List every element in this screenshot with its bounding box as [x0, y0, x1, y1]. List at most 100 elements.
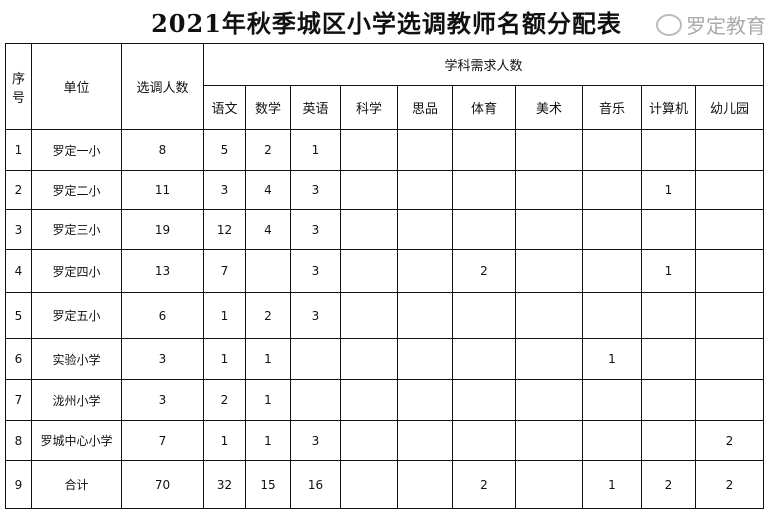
header-seq: 序号: [5, 43, 32, 130]
subject-cell: 12: [203, 209, 246, 250]
header-subject: 科学: [340, 85, 398, 130]
header-subject-group: 学科需求人数: [203, 43, 764, 86]
subject-cell: 2: [695, 420, 764, 461]
subject-cell: [290, 338, 341, 380]
subject-cell: [582, 129, 642, 171]
subject-cell: [641, 292, 696, 339]
table-row: 7 泷州小学 3 2 1: [5, 379, 764, 421]
row-count: 7: [121, 420, 204, 461]
subject-cell: [582, 209, 642, 250]
watermark: 罗定教育: [656, 10, 766, 39]
header-subject: 数学: [245, 85, 291, 130]
row-count: 11: [121, 170, 204, 210]
subject-cell: [397, 249, 453, 293]
subject-cell: 2: [452, 460, 516, 509]
subject-cell: [340, 249, 398, 293]
subject-cell: 1: [245, 420, 291, 461]
subject-cell: 1: [582, 338, 642, 380]
subject-cell: [515, 338, 583, 380]
subject-cell: 7: [203, 249, 246, 293]
table-row: 5 罗定五小 6 1 2 3: [5, 292, 764, 339]
row-seq: 6: [5, 338, 32, 380]
subject-cell: [641, 338, 696, 380]
page-title: 2021年秋季城区小学选调教师名额分配表: [151, 9, 622, 38]
subject-cell: [452, 209, 516, 250]
subject-cell: [582, 379, 642, 421]
subject-cell: 4: [245, 170, 291, 210]
row-count: 8: [121, 129, 204, 171]
subject-cell: [515, 170, 583, 210]
row-unit: 泷州小学: [31, 379, 122, 421]
subject-cell: [515, 249, 583, 293]
subject-cell: [695, 209, 764, 250]
subject-cell: 1: [290, 129, 341, 171]
header-subject: 幼儿园: [695, 85, 764, 130]
subject-cell: 3: [290, 292, 341, 339]
row-count: 3: [121, 338, 204, 380]
row-seq: 7: [5, 379, 32, 421]
subject-cell: [582, 420, 642, 461]
header-subject: 体育: [452, 85, 516, 130]
subject-cell: 1: [203, 420, 246, 461]
subject-cell: [641, 209, 696, 250]
subject-cell: [452, 420, 516, 461]
subject-cell: [695, 292, 764, 339]
table-row: 3 罗定三小 19 12 4 3: [5, 209, 764, 250]
row-count: 19: [121, 209, 204, 250]
row-unit: 罗定二小: [31, 170, 122, 210]
table-row: 4 罗定四小 13 7 3 2 1: [5, 249, 764, 293]
header-subject: 语文: [203, 85, 246, 130]
row-unit: 罗定五小: [31, 292, 122, 339]
subject-cell: 2: [203, 379, 246, 421]
header-unit: 单位: [31, 43, 122, 130]
table-row: 9 合计 70 32 15 16 2 1 2 2: [5, 460, 764, 509]
subject-cell: [397, 420, 453, 461]
subject-cell: [397, 170, 453, 210]
subject-cell: [641, 420, 696, 461]
row-seq: 2: [5, 170, 32, 210]
subject-cell: [397, 338, 453, 380]
row-count: 70: [121, 460, 204, 509]
subject-cell: 1: [641, 170, 696, 210]
subject-cell: [340, 379, 398, 421]
table-row: 1 罗定一小 8 5 2 1: [5, 129, 764, 171]
subject-cell: 16: [290, 460, 341, 509]
subject-cell: [340, 292, 398, 339]
row-seq: 5: [5, 292, 32, 339]
subject-cell: [695, 129, 764, 171]
subject-cell: [397, 129, 453, 171]
subject-cell: [695, 249, 764, 293]
row-unit: 罗定四小: [31, 249, 122, 293]
table-row: 8 罗城中心小学 7 1 1 3 2: [5, 420, 764, 461]
subject-cell: [582, 170, 642, 210]
subject-cell: 3: [290, 249, 341, 293]
subject-cell: 1: [203, 292, 246, 339]
row-unit: 罗定一小: [31, 129, 122, 171]
subject-cell: [582, 249, 642, 293]
subject-cell: [397, 379, 453, 421]
row-count: 6: [121, 292, 204, 339]
subject-cell: [397, 460, 453, 509]
row-seq: 8: [5, 420, 32, 461]
subject-cell: [340, 209, 398, 250]
subject-cell: 2: [245, 292, 291, 339]
subject-cell: [397, 209, 453, 250]
subject-cell: 3: [290, 420, 341, 461]
subject-cell: 5: [203, 129, 246, 171]
subject-cell: [515, 379, 583, 421]
allocation-table: 序号 单位 选调人数 学科需求人数 语文 数学 英语 科学 思品 体育 美术 音乐 计算机 幼儿园…: [5, 43, 764, 509]
subject-cell: 3: [290, 209, 341, 250]
subject-cell: [290, 379, 341, 421]
row-unit: 实验小学: [31, 338, 122, 380]
row-seq: 4: [5, 249, 32, 293]
subject-cell: [515, 209, 583, 250]
row-seq: 9: [5, 460, 32, 509]
subject-cell: [340, 420, 398, 461]
subject-cell: 3: [290, 170, 341, 210]
subject-cell: [452, 292, 516, 339]
subject-cell: 3: [203, 170, 246, 210]
subject-cell: 2: [245, 129, 291, 171]
row-unit: 合计: [31, 460, 122, 509]
header-subject: 思品: [397, 85, 453, 130]
subject-cell: [695, 379, 764, 421]
